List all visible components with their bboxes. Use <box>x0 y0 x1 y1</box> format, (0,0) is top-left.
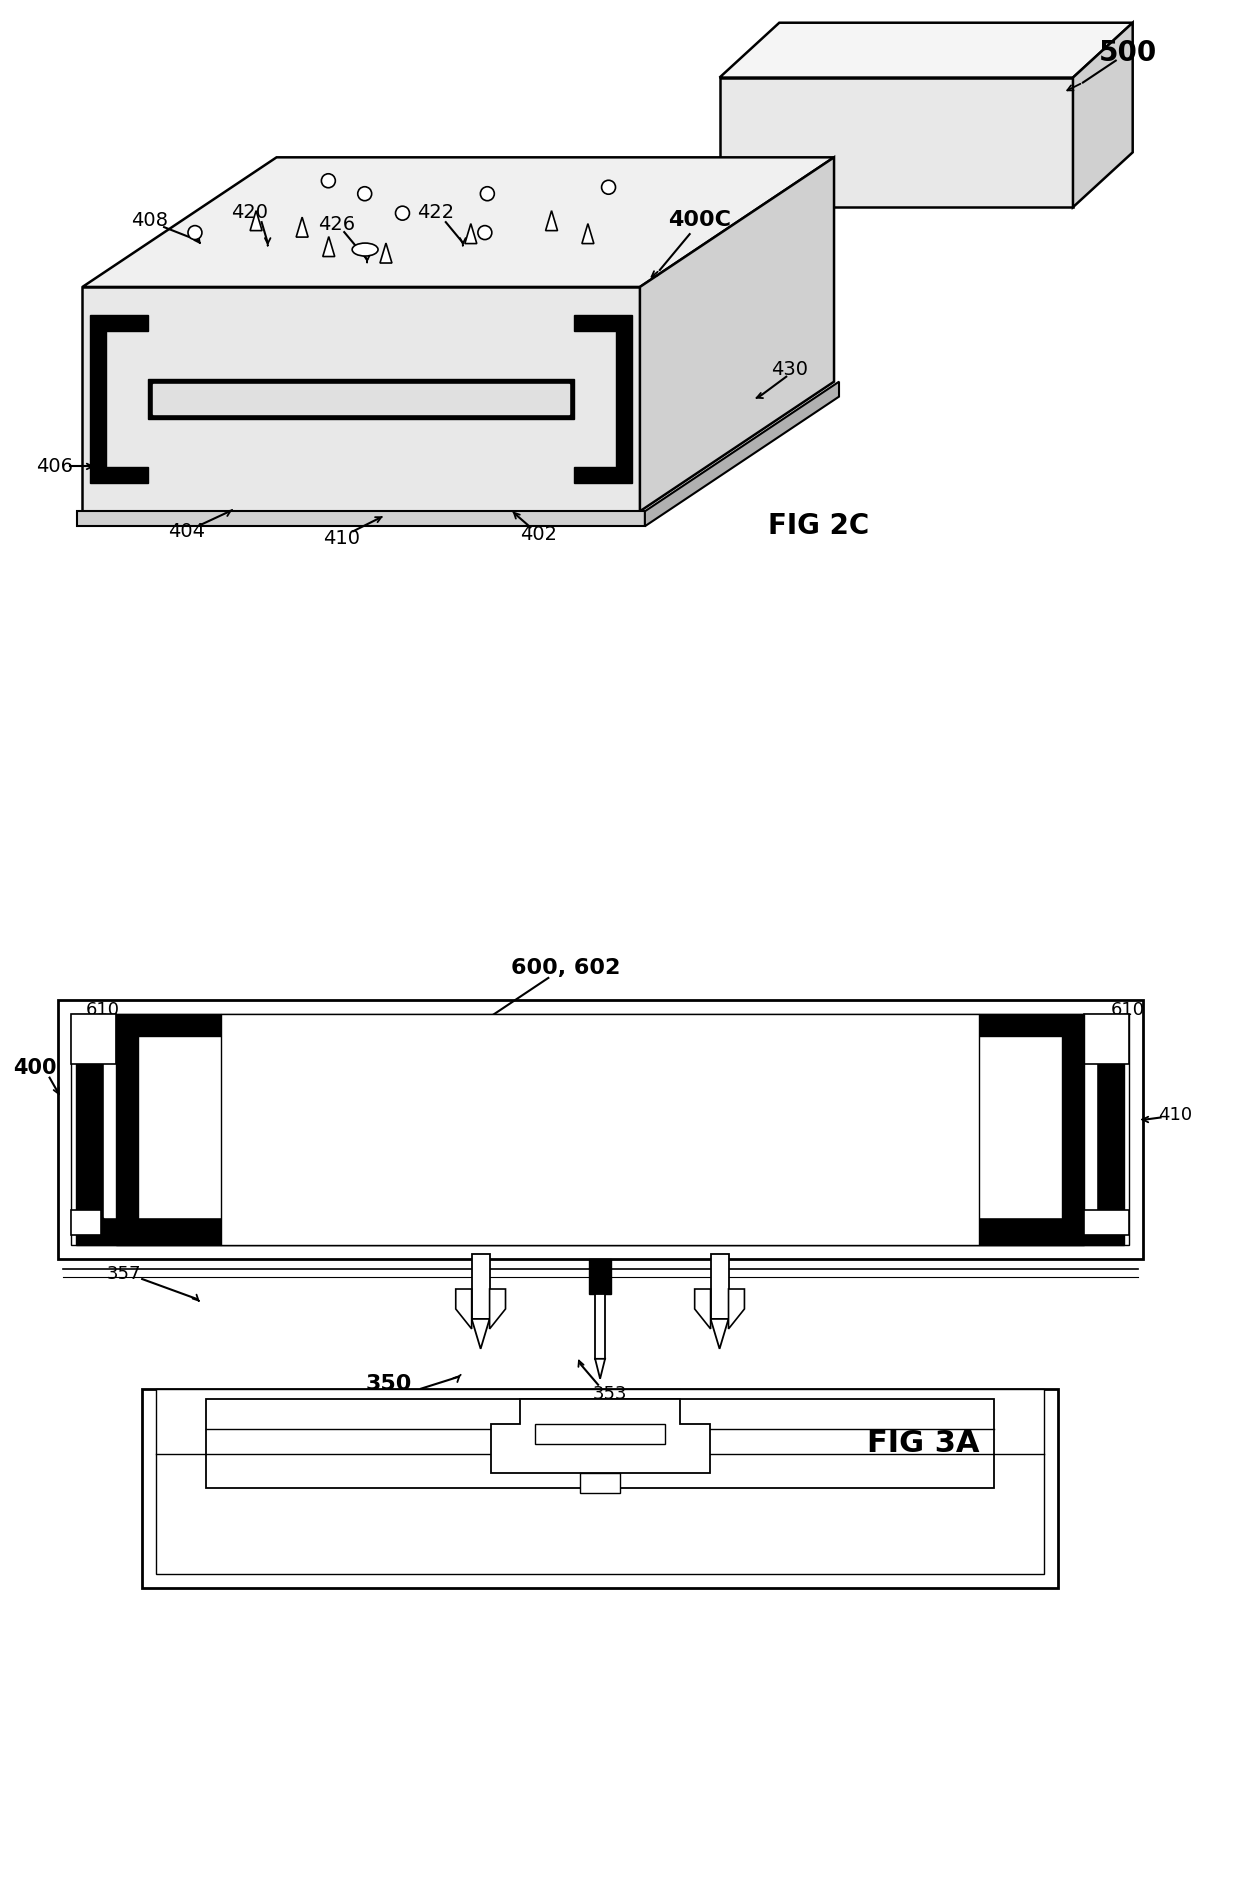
Circle shape <box>480 186 495 202</box>
Polygon shape <box>595 1295 605 1359</box>
Text: 410: 410 <box>322 528 360 547</box>
Polygon shape <box>57 1000 1142 1258</box>
Text: 404: 404 <box>169 521 206 540</box>
Polygon shape <box>77 1019 1123 1245</box>
Polygon shape <box>117 1013 221 1245</box>
Text: 610: 610 <box>86 1000 119 1019</box>
Polygon shape <box>465 224 477 243</box>
Polygon shape <box>536 1424 665 1443</box>
Circle shape <box>396 205 409 221</box>
Text: 400: 400 <box>12 1057 56 1078</box>
Ellipse shape <box>352 243 378 257</box>
Text: 350: 350 <box>366 1374 412 1393</box>
Polygon shape <box>72 1211 102 1236</box>
Text: FIG 2C: FIG 2C <box>769 511 869 540</box>
Polygon shape <box>322 236 335 257</box>
Polygon shape <box>589 1258 611 1295</box>
Polygon shape <box>77 511 645 527</box>
Text: 357: 357 <box>107 1264 141 1283</box>
Circle shape <box>357 186 372 202</box>
Polygon shape <box>91 316 148 483</box>
Text: 420: 420 <box>231 203 268 222</box>
Text: 444: 444 <box>877 1158 911 1177</box>
Polygon shape <box>574 316 632 483</box>
Polygon shape <box>250 211 262 230</box>
Text: 355: 355 <box>641 1186 675 1203</box>
Polygon shape <box>719 78 1073 207</box>
Polygon shape <box>582 224 594 243</box>
Polygon shape <box>694 1289 711 1329</box>
Text: 408: 408 <box>130 211 167 230</box>
Polygon shape <box>491 1399 709 1473</box>
Text: 600, 602: 600, 602 <box>511 958 620 977</box>
Polygon shape <box>156 1390 1044 1574</box>
Text: 400C: 400C <box>668 211 730 230</box>
Text: 610: 610 <box>1111 1000 1145 1019</box>
Polygon shape <box>1084 1013 1128 1065</box>
Polygon shape <box>82 158 835 287</box>
Polygon shape <box>379 243 392 262</box>
Polygon shape <box>711 1255 729 1319</box>
Text: 353: 353 <box>593 1384 627 1403</box>
Polygon shape <box>640 158 835 511</box>
Polygon shape <box>296 217 308 238</box>
Text: 410: 410 <box>1158 1106 1193 1123</box>
Text: 984: 984 <box>346 390 377 407</box>
Polygon shape <box>711 1319 729 1350</box>
Polygon shape <box>546 211 558 230</box>
Polygon shape <box>1084 1211 1128 1236</box>
Text: 500: 500 <box>1099 38 1157 67</box>
Polygon shape <box>471 1319 490 1350</box>
Polygon shape <box>82 287 640 511</box>
Text: 406: 406 <box>36 456 73 475</box>
Polygon shape <box>143 1390 1058 1587</box>
Polygon shape <box>148 378 574 418</box>
Polygon shape <box>1073 23 1132 207</box>
Circle shape <box>601 181 615 194</box>
Polygon shape <box>729 1289 744 1329</box>
Polygon shape <box>645 382 839 527</box>
Polygon shape <box>471 1255 490 1319</box>
Circle shape <box>477 226 492 240</box>
Polygon shape <box>206 1399 994 1488</box>
Text: 422: 422 <box>418 203 454 222</box>
Text: FIG 3A: FIG 3A <box>868 1430 980 1458</box>
Polygon shape <box>72 1013 1128 1245</box>
Polygon shape <box>595 1359 605 1378</box>
Text: 402: 402 <box>520 525 557 544</box>
Text: 404: 404 <box>143 1200 177 1219</box>
Circle shape <box>188 226 202 240</box>
Text: 430: 430 <box>771 359 807 378</box>
Polygon shape <box>104 1019 1096 1217</box>
Polygon shape <box>153 384 569 414</box>
Polygon shape <box>72 1013 117 1065</box>
Polygon shape <box>719 23 1132 78</box>
Polygon shape <box>580 1473 620 1494</box>
Text: 426: 426 <box>317 215 355 234</box>
Polygon shape <box>980 1013 1084 1245</box>
Polygon shape <box>456 1289 471 1329</box>
Polygon shape <box>490 1289 506 1329</box>
Polygon shape <box>221 1013 980 1245</box>
Circle shape <box>321 173 335 188</box>
